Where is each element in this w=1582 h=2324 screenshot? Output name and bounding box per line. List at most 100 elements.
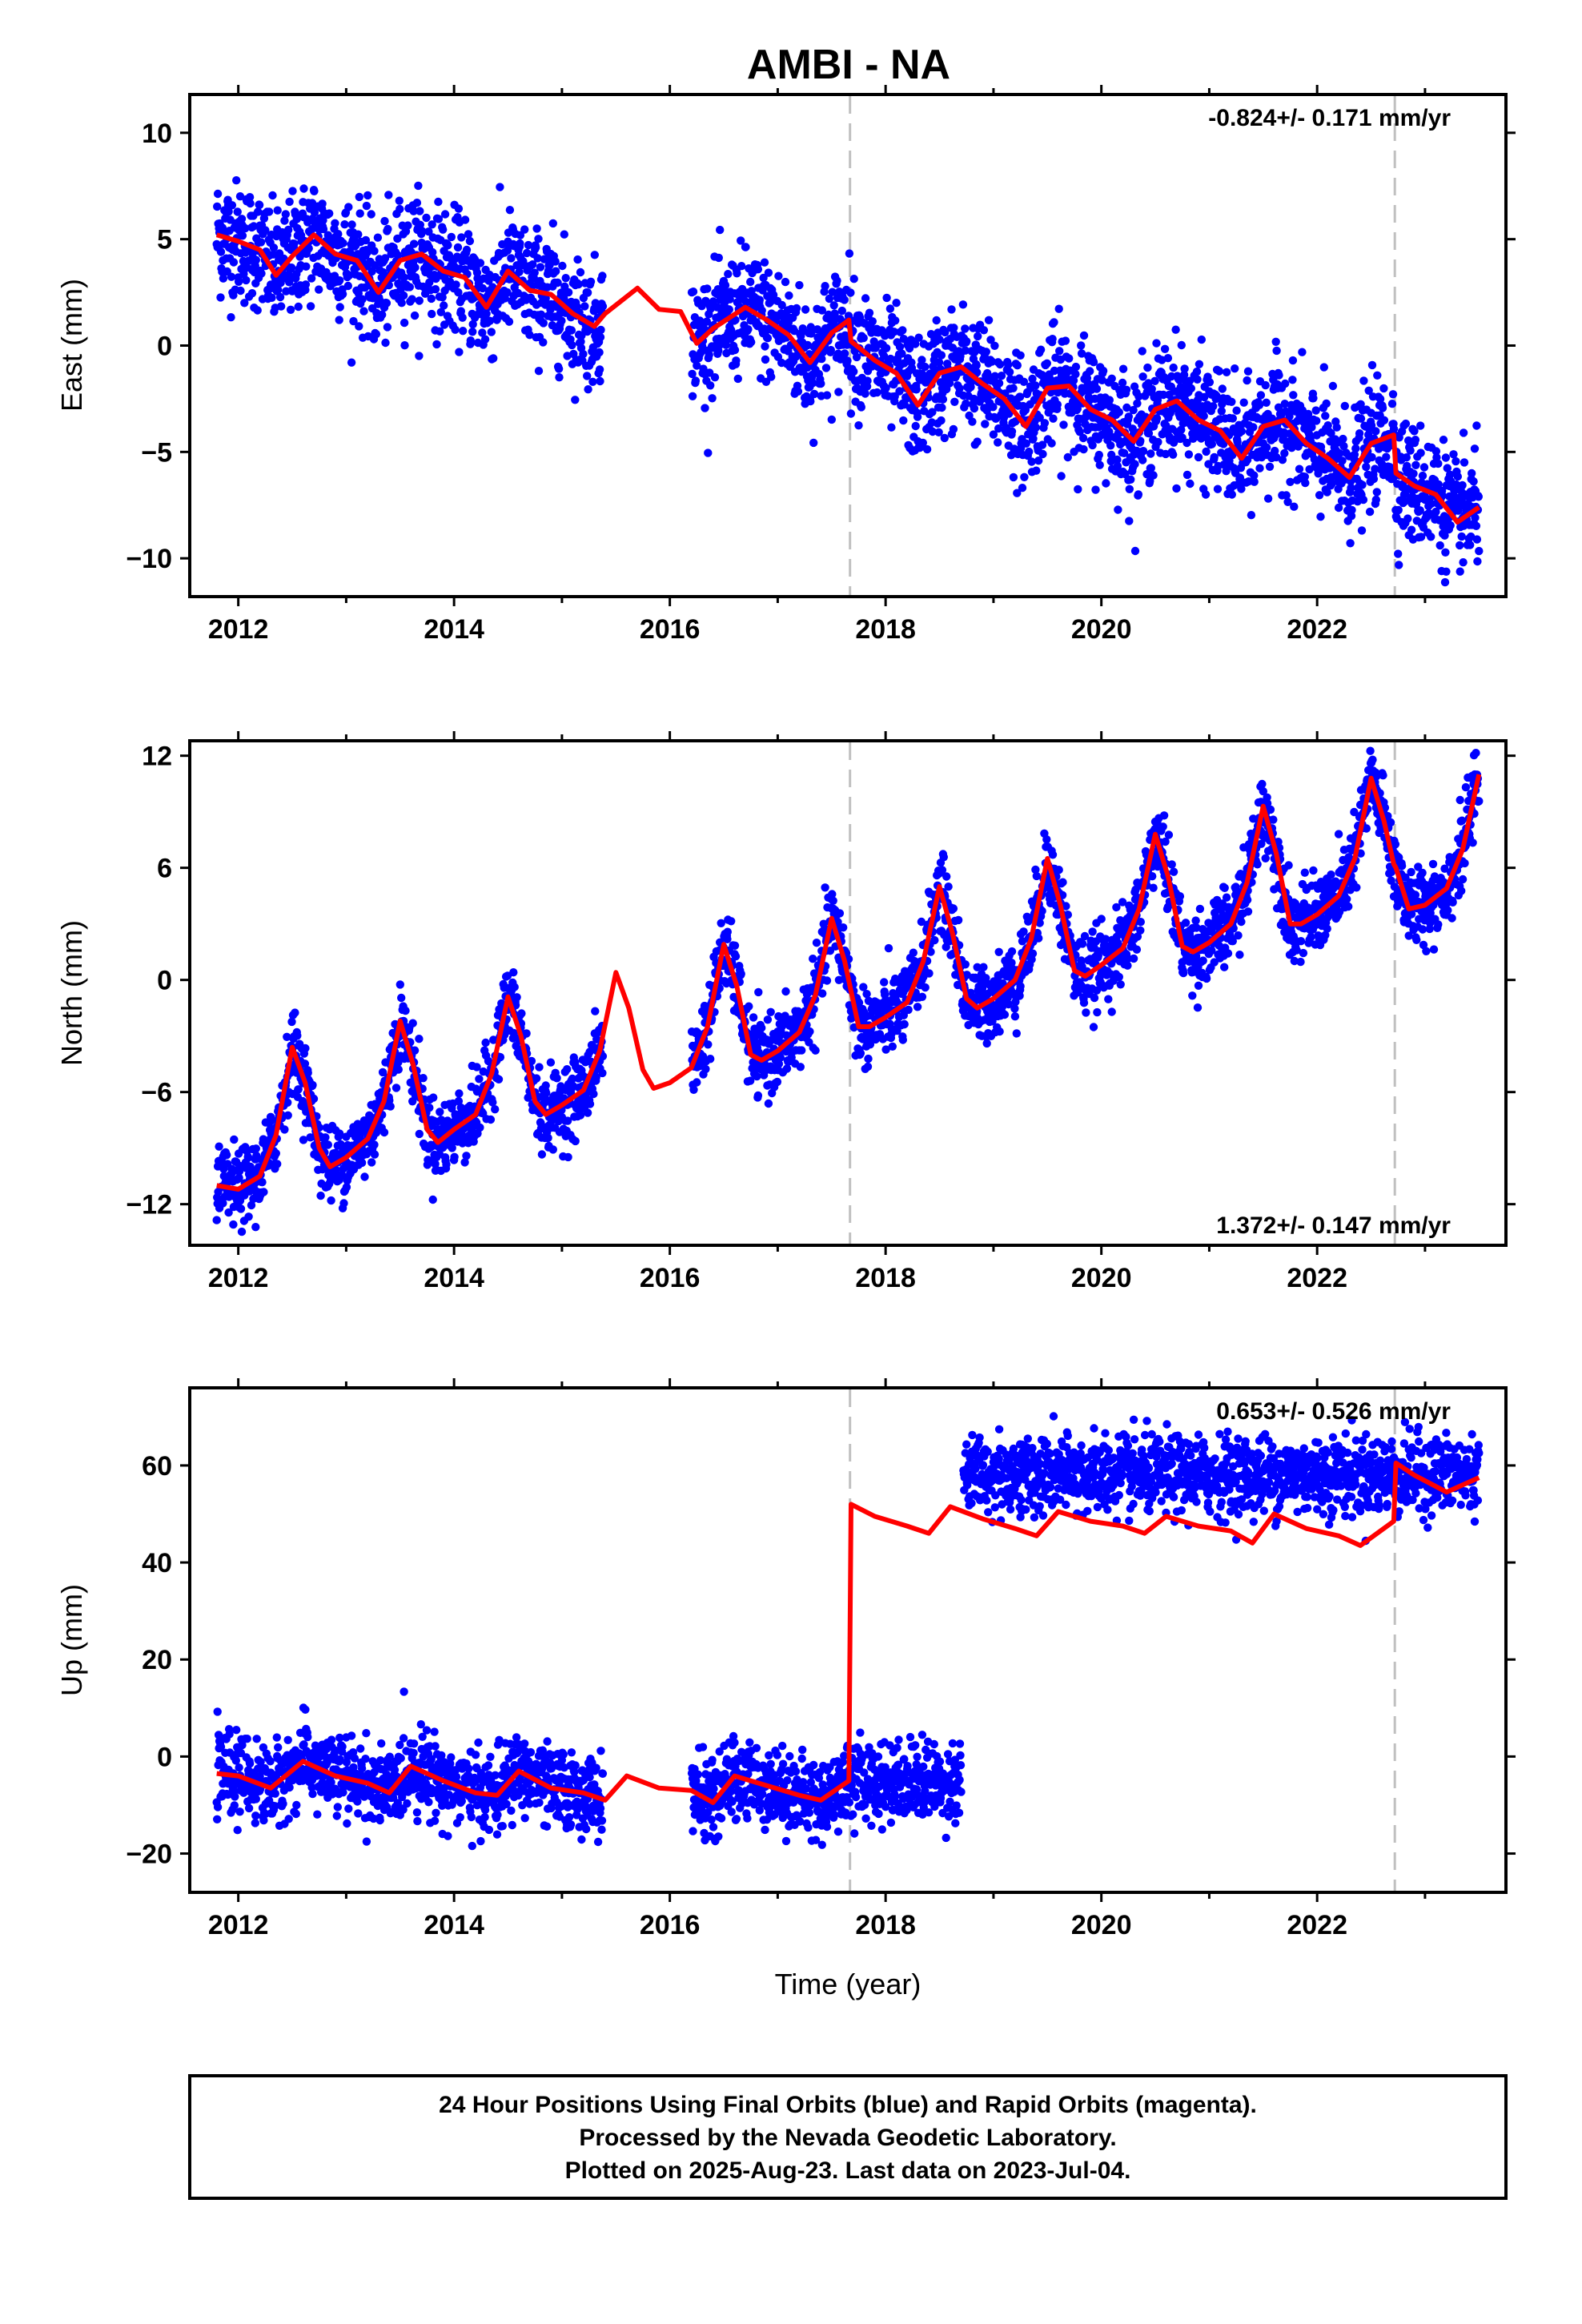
east-data-point (1227, 490, 1237, 499)
chart-title: AMBI - NA (747, 42, 950, 88)
north-data-point (753, 1091, 763, 1100)
east-data-point (1053, 400, 1062, 409)
east-x-tick-label: 2016 (640, 614, 701, 645)
east-data-point (1338, 456, 1347, 465)
north-data-point (571, 1136, 580, 1146)
east-data-point (922, 444, 932, 454)
east-data-point (880, 352, 889, 360)
east-data-point (478, 283, 487, 293)
north-data-point (542, 1088, 551, 1097)
east-data-point (774, 271, 783, 280)
east-data-point (439, 225, 448, 234)
east-data-point (1197, 335, 1207, 344)
north-data-point (727, 917, 736, 926)
east-data-point (861, 389, 869, 398)
east-data-point (522, 248, 532, 258)
east-data-point (288, 187, 297, 195)
east-data-point (1094, 450, 1104, 460)
east-data-point (982, 348, 991, 356)
east-data-point (1163, 354, 1173, 363)
east-data-point (1172, 484, 1181, 493)
east-data-point (438, 293, 447, 302)
east-data-point (1372, 488, 1382, 497)
east-data-point (1213, 485, 1223, 493)
east-data-point (400, 341, 409, 350)
east-data-point (382, 299, 391, 308)
east-data-point (306, 302, 315, 311)
east-data-point (335, 316, 343, 324)
east-data-point (1468, 468, 1476, 478)
east-data-point (224, 207, 233, 216)
east-data-point (898, 326, 907, 335)
east-data-point (1057, 472, 1066, 480)
north-data-point (939, 853, 949, 862)
east-data-point (868, 317, 877, 326)
east-data-point (504, 317, 514, 326)
east-data-point (1255, 464, 1264, 472)
east-data-point (1071, 362, 1081, 372)
east-data-point (361, 235, 371, 245)
east-data-point (340, 220, 349, 229)
east-data-point (363, 191, 372, 200)
east-data-point (1382, 452, 1391, 461)
north-data-point (909, 948, 918, 957)
east-data-point (415, 352, 424, 360)
east-data-point (464, 230, 473, 239)
east-data-point (1061, 336, 1070, 345)
north-data-point (766, 1007, 775, 1017)
east-data-point (973, 437, 982, 446)
east-data-point (432, 340, 441, 349)
east-data-point (1032, 466, 1041, 475)
east-data-point (347, 358, 356, 367)
east-data-point (1365, 507, 1375, 517)
east-data-point (264, 207, 274, 216)
north-data-point (563, 1065, 572, 1074)
east-data-point (766, 297, 775, 306)
north-data-point (367, 1158, 376, 1167)
east-data-point (237, 215, 247, 223)
east-data-point (1182, 470, 1192, 480)
east-data-point (887, 423, 896, 432)
east-data-point (1442, 567, 1451, 576)
east-data-point (1459, 428, 1468, 437)
east-data-point (1143, 363, 1152, 372)
east-data-point (349, 316, 358, 326)
east-rate-label: -0.824+/- 0.171 mm/yr (1208, 105, 1451, 131)
north-data-point (321, 1133, 330, 1142)
east-data-point (1025, 447, 1034, 456)
east-data-point (1049, 414, 1058, 423)
east-data-point (355, 322, 363, 331)
north-data-point (994, 947, 1003, 957)
east-data-point (730, 345, 740, 355)
east-data-point (516, 231, 525, 239)
east-data-point (1102, 479, 1110, 488)
east-data-point (806, 323, 815, 332)
east-data-point (968, 417, 977, 426)
east-data-point (396, 204, 404, 214)
east-data-point (885, 304, 895, 313)
east-data-point (598, 302, 608, 311)
east-data-point (1449, 450, 1458, 459)
east-data-point (534, 235, 543, 243)
east-data-point (335, 303, 344, 312)
east-data-point (843, 356, 852, 365)
east-data-point (411, 263, 420, 272)
east-data-point (219, 274, 228, 283)
east-data-point (769, 291, 778, 300)
east-data-point (826, 345, 836, 355)
east-data-point (339, 239, 347, 247)
east-data-point (1411, 460, 1420, 469)
east-data-point (404, 221, 412, 230)
east-data-point (1171, 325, 1180, 334)
east-data-point (584, 385, 592, 394)
east-data-point (706, 381, 715, 390)
east-data-point (1281, 379, 1290, 388)
north-data-point (370, 1150, 379, 1159)
east-data-point (1055, 347, 1064, 356)
east-data-point (1339, 434, 1347, 444)
north-data-point (425, 1104, 434, 1112)
north-data-point (308, 1080, 317, 1090)
east-data-point (1316, 513, 1325, 521)
east-data-point (1371, 427, 1380, 436)
north-data-point (215, 1142, 223, 1151)
